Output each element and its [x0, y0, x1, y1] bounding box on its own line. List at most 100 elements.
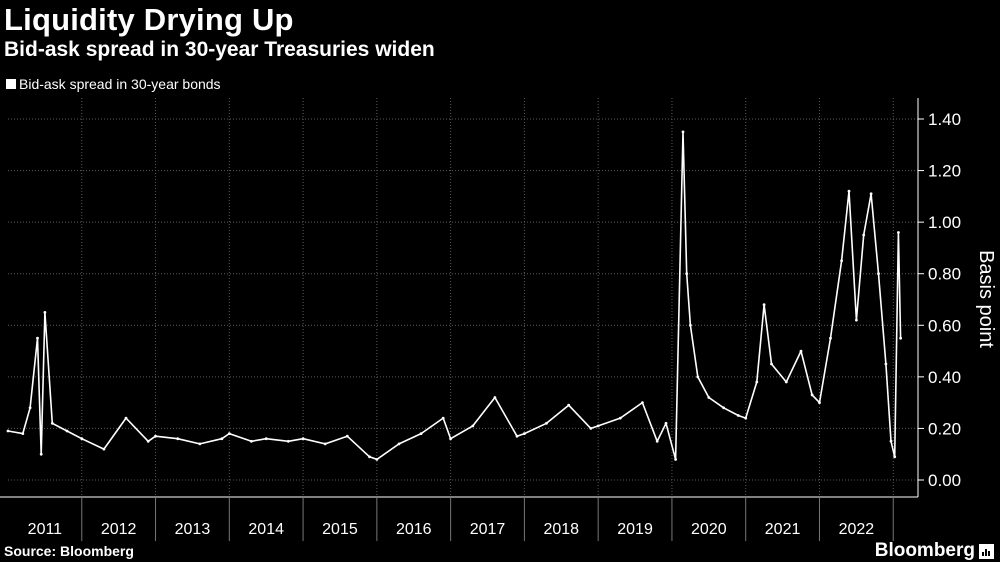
data-point: [681, 130, 685, 134]
data-point: [28, 406, 32, 410]
data-point: [50, 421, 54, 425]
data-point: [264, 437, 268, 441]
y-tick-label: 0.00: [928, 471, 961, 490]
data-point: [897, 231, 900, 234]
y-tick-label: 0.80: [928, 265, 961, 284]
y-tick-label: 1.00: [928, 213, 961, 232]
data-point: [889, 439, 893, 443]
x-tick-label: 2012: [101, 521, 137, 538]
data-point: [674, 458, 677, 461]
data-point: [286, 439, 290, 443]
data-point: [124, 416, 128, 420]
data-point: [176, 437, 180, 441]
data-point: [685, 272, 689, 276]
data-point: [227, 432, 231, 435]
data-point: [869, 192, 873, 196]
data-point: [250, 439, 253, 443]
data-point: [65, 429, 69, 433]
x-tick-label: 2011: [28, 521, 63, 538]
data-point: [641, 401, 644, 404]
data-point: [154, 434, 157, 438]
series-line: [7, 131, 902, 461]
x-tick-label: 2020: [691, 521, 727, 538]
data-point: [862, 233, 866, 237]
data-point: [755, 380, 759, 384]
x-tick-label: 2014: [248, 521, 284, 538]
legend: Bid-ask spread in 30-year bonds: [6, 76, 221, 92]
data-point: [43, 311, 47, 314]
data-point: [397, 442, 401, 446]
y-tick-label: 0.20: [928, 419, 961, 438]
data-point: [323, 442, 327, 446]
data-point: [493, 396, 497, 399]
data-point: [762, 303, 766, 307]
data-point: [198, 442, 202, 446]
data-point: [664, 421, 668, 425]
brand-logo: Bloomberg: [875, 540, 994, 562]
data-point: [799, 349, 803, 353]
data-point: [589, 427, 593, 430]
data-point: [736, 414, 740, 417]
data-point: [696, 375, 700, 379]
data-point: [689, 323, 692, 327]
data-point: [102, 447, 106, 451]
legend-label: Bid-ask spread in 30-year bonds: [19, 76, 221, 92]
bloomberg-icon: [979, 543, 994, 559]
x-tick-label: 2018: [543, 521, 579, 538]
data-point: [893, 455, 897, 459]
data-point: [567, 403, 571, 407]
data-point: [770, 362, 773, 366]
y-tick-label: 0.40: [928, 368, 961, 387]
data-point: [884, 362, 888, 366]
x-tick-label: 2013: [175, 521, 211, 538]
data-point: [618, 416, 622, 420]
y-tick-label: 1.40: [928, 110, 961, 129]
data-point: [722, 406, 725, 410]
y-axis-label: Basis point: [975, 250, 997, 348]
x-tick-label: 2022: [839, 521, 875, 538]
data-point: [39, 452, 43, 456]
data-point: [829, 336, 832, 340]
brand-name: Bloomberg: [874, 540, 975, 561]
legend-swatch: [6, 79, 16, 89]
data-point: [515, 434, 519, 438]
data-point: [471, 424, 475, 428]
x-tick-label: 2021: [765, 521, 801, 538]
data-point: [146, 439, 150, 443]
data-point: [818, 401, 821, 404]
data-point: [441, 416, 445, 420]
x-tick-label: 2017: [470, 521, 506, 538]
data-point: [419, 432, 423, 435]
data-point: [707, 396, 711, 399]
data-point: [36, 336, 39, 340]
data-point: [449, 437, 452, 441]
data-point: [744, 416, 748, 420]
data-point: [375, 458, 379, 461]
data-point: [6, 429, 10, 433]
data-point: [899, 336, 902, 340]
data-point: [220, 437, 224, 441]
source-note: Source: Bloomberg: [4, 543, 134, 559]
data-point: [855, 318, 858, 322]
data-point: [810, 393, 814, 397]
chart-title: Liquidity Drying Up: [4, 2, 294, 37]
data-point: [840, 259, 843, 263]
chart-subtitle: Bid-ask spread in 30-year Treasuries wid…: [4, 38, 435, 61]
data-point: [523, 432, 526, 435]
data-point: [21, 432, 25, 435]
data-point: [545, 421, 548, 425]
x-tick-label: 2015: [322, 521, 358, 538]
y-tick-label: 0.60: [928, 316, 961, 335]
data-point: [301, 437, 305, 441]
data-point: [877, 272, 880, 276]
data-point: [596, 424, 600, 428]
x-tick-label: 2019: [617, 521, 653, 538]
data-point: [847, 189, 851, 193]
data-point: [784, 380, 788, 384]
data-point: [655, 439, 659, 443]
x-tick-label: 2016: [396, 521, 432, 538]
data-point: [345, 434, 349, 438]
data-point: [80, 437, 84, 441]
data-point: [368, 455, 371, 459]
